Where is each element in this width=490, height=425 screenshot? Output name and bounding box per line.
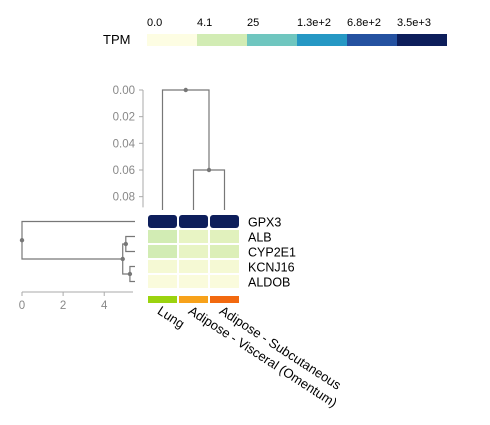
row-axis-tick-label: 4 bbox=[101, 300, 108, 312]
heatmap-cell bbox=[148, 245, 177, 258]
heatmap-cell bbox=[148, 215, 177, 228]
row-dendrogram-branch bbox=[21, 220, 135, 260]
column-color-bar bbox=[148, 296, 239, 303]
heatmap-cell bbox=[210, 230, 239, 243]
heatmap-cell bbox=[179, 275, 208, 288]
row-dendrogram: 0 2 4 bbox=[19, 220, 135, 312]
column-dendrogram: 0.00 0.02 0.04 0.06 0.08 bbox=[113, 85, 226, 210]
color-legend: TPM 0.0 4.1 25 1.3e+2 6.8e+2 3.5e+3 bbox=[103, 17, 447, 47]
column-color-swatch bbox=[148, 296, 177, 303]
row-dendrogram-node bbox=[19, 238, 25, 243]
row-label: ALDOB bbox=[248, 276, 290, 290]
legend-title: TPM bbox=[103, 32, 130, 47]
col-dendrogram-node bbox=[183, 87, 188, 93]
col-axis-tick-label: 0.06 bbox=[113, 165, 135, 177]
col-dendrogram-branch bbox=[192, 169, 226, 210]
col-axis-tick-label: 0.02 bbox=[113, 112, 135, 124]
heatmap-cell bbox=[210, 275, 239, 288]
legend-swatch-2 bbox=[247, 34, 297, 46]
legend-tick-label: 3.5e+3 bbox=[397, 17, 431, 29]
heatmap-cell bbox=[148, 260, 177, 273]
legend-tick-label: 6.8e+2 bbox=[347, 17, 381, 29]
legend-swatch-4 bbox=[347, 34, 397, 46]
heatmap-cell bbox=[210, 245, 239, 258]
heatmap-cell bbox=[148, 275, 177, 288]
row-label: KCNJ16 bbox=[248, 261, 295, 275]
heatmap-cell bbox=[179, 230, 208, 243]
legend-swatch-3 bbox=[297, 34, 347, 46]
column-label: Adipose - Visceral (Omentum) bbox=[186, 303, 340, 410]
row-label: ALB bbox=[248, 231, 272, 245]
heatmap-cell bbox=[179, 245, 208, 258]
heatmap-cell bbox=[210, 215, 239, 228]
legend-tick-label: 1.3e+2 bbox=[297, 17, 331, 29]
row-label: CYP2E1 bbox=[248, 246, 296, 260]
col-dendrogram-branch bbox=[161, 89, 210, 210]
heatmap-cell bbox=[210, 260, 239, 273]
col-dendrogram-node bbox=[206, 167, 212, 173]
col-axis-tick-label: 0.08 bbox=[113, 192, 135, 204]
row-label: GPX3 bbox=[248, 216, 281, 230]
col-axis-tick-label: 0.04 bbox=[113, 138, 136, 150]
col-axis-tick-label: 0.00 bbox=[113, 85, 135, 97]
legend-swatch-1 bbox=[197, 34, 247, 46]
row-dendrogram-node bbox=[123, 241, 129, 247]
heatmap-cell bbox=[179, 260, 208, 273]
row-axis-tick-label: 2 bbox=[60, 300, 66, 312]
heatmap-cells bbox=[148, 215, 239, 288]
legend-tick-label: 4.1 bbox=[197, 17, 212, 29]
column-color-swatch bbox=[179, 296, 208, 303]
row-axis-tick-label: 0 bbox=[19, 300, 25, 312]
column-color-swatch bbox=[210, 296, 239, 303]
column-label: Lung bbox=[155, 303, 187, 331]
legend-tick-label: 25 bbox=[247, 17, 259, 29]
heatmap-cell bbox=[148, 230, 177, 243]
heatmap-cell bbox=[179, 215, 208, 228]
legend-swatch-0 bbox=[147, 34, 197, 46]
legend-tick-label: 0.0 bbox=[147, 17, 162, 29]
row-dendrogram-node bbox=[120, 256, 125, 262]
row-dendrogram-node bbox=[127, 271, 133, 277]
legend-swatch-5 bbox=[397, 34, 447, 46]
